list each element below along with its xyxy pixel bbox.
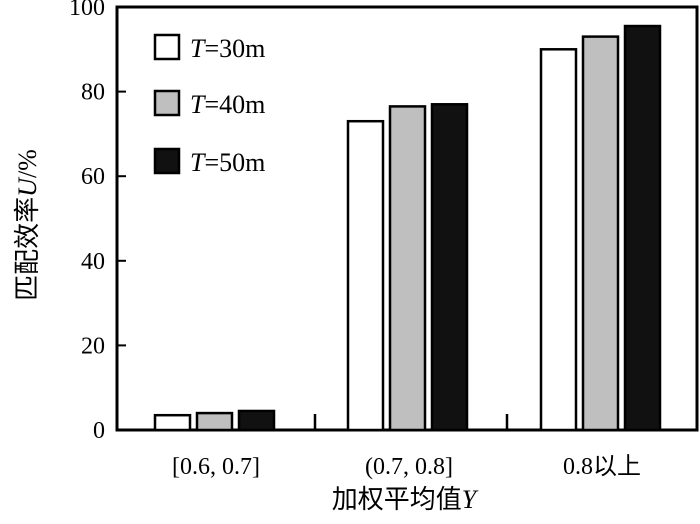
bar-2-1 <box>195 411 234 432</box>
y-tick-label: 40 <box>81 249 105 275</box>
legend-swatch-1 <box>153 33 181 61</box>
bar-3-1 <box>237 409 276 432</box>
bar-3-2 <box>430 103 469 432</box>
legend: T=30m T=40m T=50m <box>153 33 265 177</box>
x-tick-label: 0.8以上 <box>563 453 641 480</box>
legend-swatch-3 <box>153 147 181 175</box>
y-tick-label: 60 <box>81 164 105 190</box>
bar-2-3 <box>581 35 620 432</box>
legend-label-1: T=30m <box>190 34 265 63</box>
plot-area: 0 20 40 60 80 100 [0.6, 0.7] (0.7, 0.8] 0.8以上 <box>69 0 699 480</box>
legend-label-2: T=40m <box>190 90 265 119</box>
x-axis-label: 加权平均值Y <box>332 485 479 514</box>
legend-swatch-2 <box>153 89 181 117</box>
bar-1-1 <box>153 413 192 432</box>
y-tick-label: 100 <box>69 0 105 21</box>
x-tick-label: [0.6, 0.7] <box>172 454 260 480</box>
bar-1-2 <box>346 119 385 432</box>
bar-2-2 <box>388 105 427 432</box>
legend-label-3: T=50m <box>190 148 265 177</box>
bar-3-3 <box>623 24 662 432</box>
y-axis-label: 匹配效率U/% <box>13 149 42 301</box>
y-tick-label: 20 <box>81 333 105 359</box>
y-tick-label: 0 <box>93 418 105 444</box>
y-tick-label: 80 <box>81 80 105 106</box>
x-tick-label: (0.7, 0.8] <box>365 454 453 480</box>
bar-1-3 <box>539 48 578 432</box>
